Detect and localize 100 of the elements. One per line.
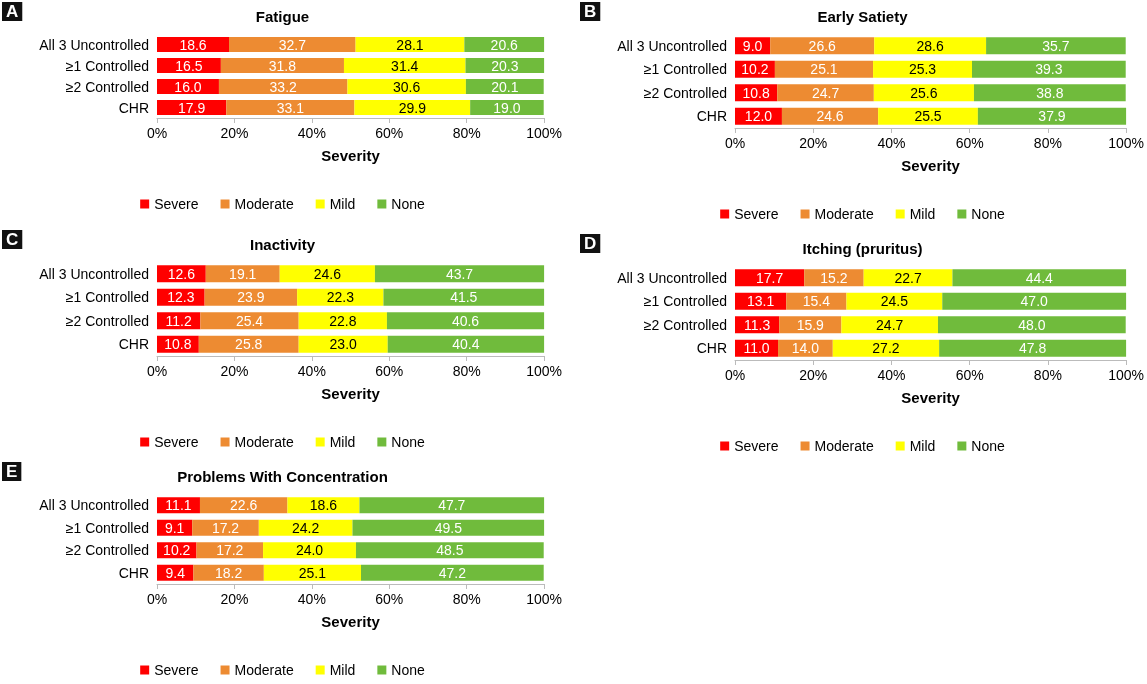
y-tick-label: CHR: [696, 340, 727, 357]
bar: [226, 99, 355, 116]
x-tick-label: 60%: [375, 591, 404, 607]
bar: [977, 107, 1127, 125]
data-label: 26.6: [808, 37, 837, 54]
data-label: 14.0: [791, 340, 820, 357]
x-tick-label: 60%: [955, 367, 984, 383]
data-label: 18.2: [214, 564, 243, 581]
bar: [386, 312, 545, 330]
data-label: 25.3: [908, 61, 937, 78]
bar: [297, 288, 384, 306]
y-tick-label: CHR: [118, 99, 149, 116]
bar: [198, 335, 299, 353]
bar: [937, 316, 1126, 334]
text: C: [6, 230, 19, 249]
legend-label: Moderate: [234, 662, 294, 678]
x-tick-label: 0%: [146, 591, 168, 607]
x-tick-label: 80%: [1033, 135, 1062, 151]
text: E: [6, 462, 18, 481]
y-tick-label: ≥1 Controlled: [643, 293, 727, 310]
data-label: 22.8: [329, 312, 357, 329]
data-label: 16.5: [175, 57, 203, 74]
x-tick-label: 40%: [297, 363, 326, 379]
legend-label: Severe: [154, 662, 199, 678]
data-label: 11.3: [743, 316, 771, 333]
data-label: 10.2: [741, 61, 769, 78]
bar: [832, 339, 940, 357]
data-label: 12.6: [167, 265, 196, 282]
data-label: 25.8: [235, 336, 263, 353]
y-tick-label: CHR: [118, 564, 149, 581]
data-label: 12.3: [167, 289, 195, 306]
data-label: 28.1: [396, 36, 424, 53]
legend-label: Mild: [909, 206, 936, 222]
x-tick-label: 20%: [799, 367, 828, 383]
y-tick-label: ≥1 Controlled: [643, 61, 727, 78]
x-tick-label: 0%: [146, 363, 168, 379]
chart-title: Fatigue: [255, 8, 310, 25]
bar: [204, 288, 298, 306]
data-label: 16.0: [174, 78, 202, 95]
x-axis-title: Severity: [321, 613, 381, 630]
data-label: 25.1: [298, 564, 327, 581]
bar: [770, 37, 875, 55]
bar: [972, 60, 1126, 78]
data-label: 38.8: [1036, 84, 1064, 101]
x-axis-title: Severity: [321, 147, 381, 164]
x-tick-label: 20%: [220, 363, 249, 379]
y-tick-label: ≥2 Controlled: [643, 84, 727, 101]
bar: [343, 57, 466, 74]
y-tick-label: ≥2 Controlled: [643, 316, 727, 333]
bar: [354, 99, 471, 116]
data-label: 11.0: [743, 340, 770, 357]
data-label: 9.1: [164, 519, 185, 536]
legend-label: Moderate: [814, 206, 874, 222]
y-tick-label: All 3 Uncontrolled: [39, 36, 149, 53]
x-tick-label: 0%: [724, 367, 746, 383]
data-label: 17.9: [178, 99, 206, 116]
data-label: 24.7: [811, 84, 840, 101]
bar: [279, 265, 375, 283]
x-tick-label: 80%: [1033, 367, 1062, 383]
y-tick-label: ≥2 Controlled: [65, 78, 149, 95]
bar: [841, 316, 938, 334]
data-label: 47.0: [1020, 293, 1049, 310]
legend-label: Severe: [154, 434, 199, 450]
data-label: 15.2: [820, 269, 848, 286]
data-label: 40.6: [451, 312, 480, 329]
legend-label: Moderate: [814, 438, 874, 454]
y-tick-label: All 3 Uncontrolled: [617, 269, 727, 286]
x-tick-label: 100%: [1108, 367, 1144, 383]
chart-title: Early Satiety: [817, 8, 909, 25]
data-label: 43.7: [445, 265, 474, 282]
bar: [942, 292, 1127, 310]
y-tick-label: All 3 Uncontrolled: [39, 265, 149, 282]
x-axis-title: Severity: [901, 389, 961, 406]
chart-title: Itching (pruritus): [802, 240, 923, 257]
data-label: 48.5: [436, 542, 464, 559]
data-label: 31.8: [268, 57, 297, 74]
x-tick-label: 100%: [526, 363, 562, 379]
bar: [218, 78, 348, 95]
data-label: 10.8: [742, 84, 770, 101]
bar: [735, 269, 805, 287]
bar: [878, 107, 978, 125]
data-label: 32.7: [278, 36, 307, 53]
bar: [298, 312, 387, 330]
x-axis-title: Severity: [901, 157, 961, 174]
bar: [986, 37, 1126, 55]
data-label: 47.8: [1019, 340, 1047, 357]
x-tick-label: 40%: [297, 591, 326, 607]
legend-label: Mild: [329, 196, 356, 212]
chart-title: Problems With Concentration: [177, 468, 388, 485]
bar: [387, 335, 545, 353]
data-label: 22.7: [894, 269, 922, 286]
bar: [220, 57, 344, 74]
data-label: 31.4: [391, 57, 419, 74]
x-tick-label: 100%: [526, 591, 562, 607]
bar: [774, 60, 874, 78]
data-label: 29.9: [398, 99, 427, 116]
text: A: [6, 2, 19, 21]
bar: [200, 312, 299, 330]
legend-label: Severe: [734, 206, 779, 222]
data-label: 33.2: [269, 78, 298, 95]
